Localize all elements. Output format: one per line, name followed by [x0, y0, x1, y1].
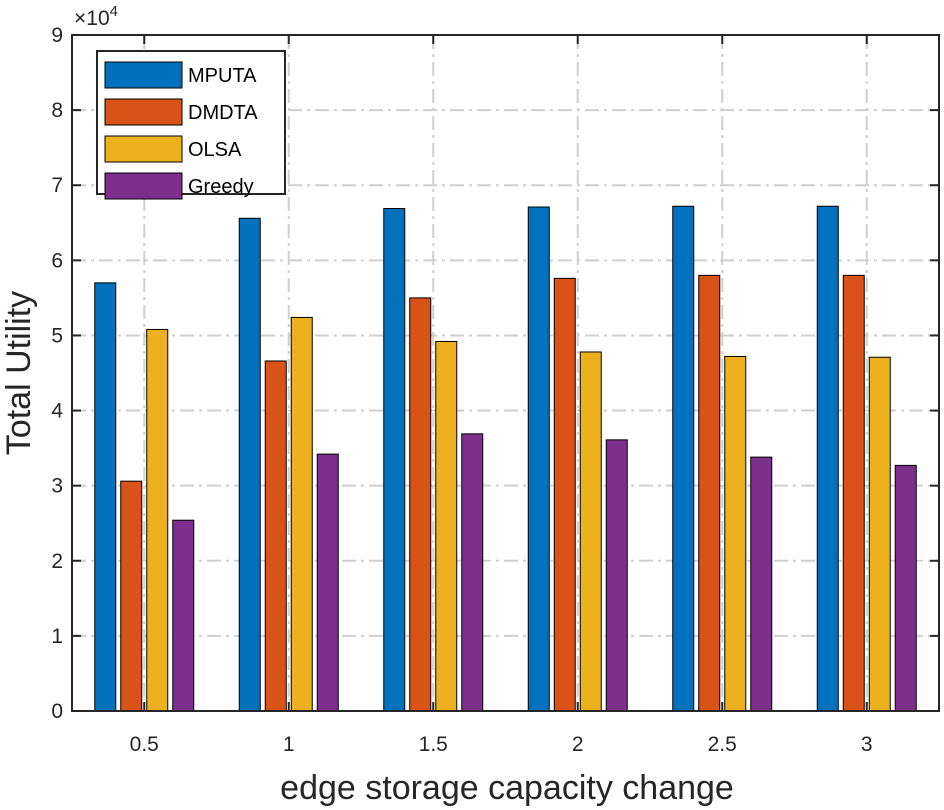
bar-dmdta-0: [120, 480, 143, 712]
y-tick-label: 3: [51, 475, 63, 498]
bar-olsa-5: [868, 356, 891, 712]
legend-swatch-dmdta: [104, 98, 183, 126]
y-tick-label: 8: [51, 99, 63, 122]
y-tick-label: 9: [51, 24, 63, 47]
bar-greedy-3: [605, 439, 628, 712]
y-tick-label: 1: [51, 625, 63, 648]
y-exponent-power: 4: [110, 3, 118, 20]
bar-mputa-1: [238, 217, 261, 712]
x-tick-label: 2.5: [708, 733, 737, 756]
bar-dmdta-5: [842, 274, 865, 712]
bar-greedy-5: [894, 464, 917, 712]
x-axis-title: edge storage capacity change: [280, 769, 734, 807]
x-tick-label: 1: [283, 733, 295, 756]
y-axis-title: Total Utility: [0, 291, 38, 455]
bar-olsa-3: [579, 351, 602, 712]
legend-swatch-mputa: [104, 61, 183, 89]
legend-label-olsa: OLSA: [188, 139, 242, 161]
bars: [94, 205, 917, 712]
x-tick-label: 3: [861, 733, 873, 756]
bar-mputa-4: [672, 205, 695, 712]
x-tick-label: 2: [572, 733, 584, 756]
bar-dmdta-1: [264, 360, 287, 712]
x-tick-label: 0.5: [130, 733, 159, 756]
legend: MPUTA DMDTA OLSA Greedy: [96, 50, 286, 200]
legend-label-greedy: Greedy: [188, 176, 254, 198]
y-tick-label: 5: [51, 324, 63, 347]
legend-swatch-greedy: [104, 172, 183, 200]
legend-swatch-olsa: [104, 135, 183, 163]
ticks: [72, 34, 939, 712]
y-exponent-label: ×104: [74, 3, 118, 30]
bar-dmdta-3: [553, 277, 576, 712]
y-tick-label: 6: [51, 249, 63, 272]
y-tick-label: 2: [51, 550, 63, 573]
bar-greedy-2: [461, 433, 484, 712]
bar-olsa-4: [724, 355, 747, 712]
bar-olsa-1: [290, 316, 313, 712]
plot-frame: [71, 34, 940, 712]
x-tick-labels: 0.5 1 1.5 2 2.5 3: [130, 733, 873, 756]
bar-mputa-0: [94, 282, 117, 712]
y-exponent-base: ×10: [74, 7, 110, 30]
y-tick-label: 7: [51, 174, 63, 197]
bar-olsa-2: [435, 340, 458, 712]
bar-olsa-0: [146, 328, 169, 712]
y-tick-label: 0: [51, 700, 63, 723]
y-tick-label: 4: [51, 400, 63, 423]
bar-dmdta-4: [698, 274, 721, 712]
legend-label-dmdta: DMDTA: [188, 102, 258, 124]
bar-greedy-0: [172, 519, 195, 712]
bar-greedy-4: [750, 456, 773, 712]
legend-label-mputa: MPUTA: [188, 65, 257, 87]
bar-mputa-2: [383, 208, 406, 712]
y-tick-labels: 0 1 2 3 4 5 6 7 8 9: [51, 24, 63, 723]
bar-mputa-5: [816, 205, 839, 712]
bar-dmdta-2: [409, 297, 432, 712]
bar-mputa-3: [527, 206, 550, 712]
bar-greedy-1: [316, 453, 339, 712]
x-tick-label: 1.5: [419, 733, 448, 756]
